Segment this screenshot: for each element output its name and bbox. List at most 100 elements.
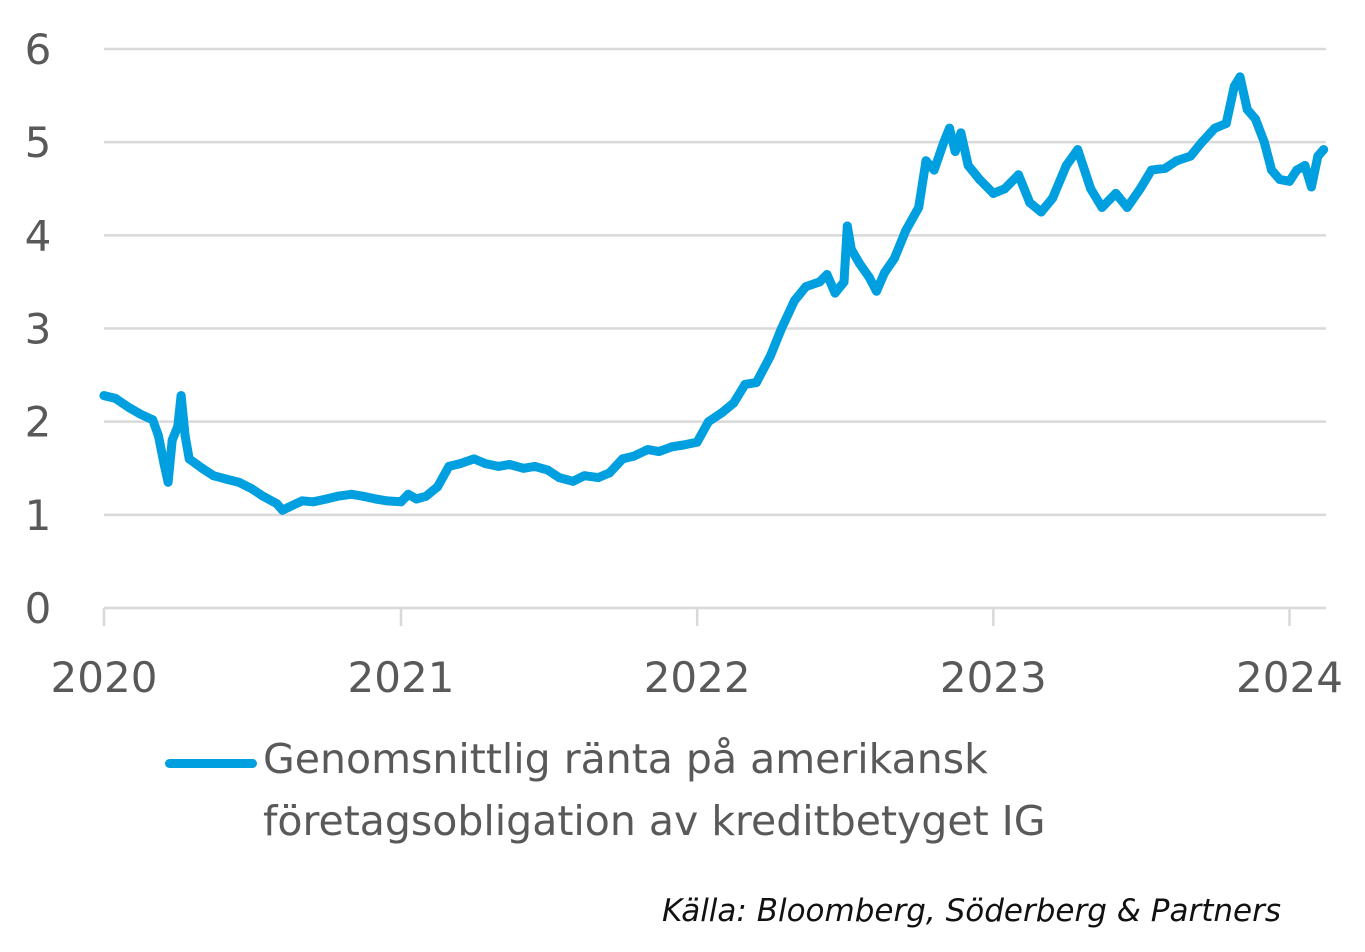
data-point <box>605 468 614 478</box>
data-point <box>382 496 392 506</box>
x-tick-label: 2022 <box>644 653 751 702</box>
data-point <box>519 463 528 473</box>
data-point <box>371 494 381 504</box>
data-point <box>1306 182 1316 192</box>
data-point <box>1275 174 1285 184</box>
data-point <box>854 258 864 268</box>
data-point <box>1147 165 1156 175</box>
x-tick-label: 2020 <box>51 653 158 702</box>
data-point <box>1160 163 1170 173</box>
data-point <box>176 391 186 401</box>
data-point <box>1000 184 1010 194</box>
data-point <box>421 491 431 501</box>
data-point <box>963 161 973 170</box>
data-point <box>136 409 145 419</box>
data-point <box>403 489 413 499</box>
data-point <box>197 463 207 473</box>
data-point <box>347 489 356 499</box>
legend: Genomsnittlig ränta på amerikansk företa… <box>165 728 1163 852</box>
data-point <box>396 497 406 507</box>
y-tick-label: 6 <box>25 25 52 74</box>
data-point <box>618 454 627 464</box>
legend-label: Genomsnittlig ränta på amerikansk företa… <box>263 735 1046 845</box>
data-point <box>1122 202 1132 212</box>
data-point <box>554 473 564 483</box>
data-point <box>153 431 163 441</box>
data-point <box>790 296 799 306</box>
data-point <box>1014 170 1023 180</box>
data-point <box>988 188 998 198</box>
data-point <box>297 496 307 506</box>
data-point <box>1235 72 1245 82</box>
data-point <box>1086 184 1096 194</box>
data-point <box>308 497 318 507</box>
y-tick-label: 0 <box>25 584 52 633</box>
data-point <box>846 244 856 254</box>
data-point <box>1300 161 1310 170</box>
data-point <box>839 277 849 287</box>
x-tick-label: 2021 <box>348 653 455 702</box>
x-axis-ticks <box>102 608 1291 626</box>
data-point <box>579 471 589 481</box>
data-point <box>815 277 825 287</box>
gridlines <box>104 47 1326 517</box>
data-point <box>1111 188 1121 198</box>
data-point <box>321 494 331 504</box>
data-point <box>1186 151 1195 161</box>
data-point <box>1025 198 1035 208</box>
data-point <box>880 268 890 278</box>
data-point <box>629 451 639 461</box>
data-point <box>1036 207 1046 217</box>
data-point <box>654 447 664 456</box>
data-point <box>1048 193 1058 203</box>
data-point <box>110 393 120 403</box>
data-point <box>667 442 677 452</box>
data-point <box>1135 184 1145 194</box>
data-point <box>1313 151 1323 161</box>
chart-area: 0 1 2 3 4 5 6 2020 2021 2022 2023 2024 <box>25 25 1343 702</box>
data-point <box>1221 119 1231 128</box>
data-point <box>444 461 454 471</box>
data-point <box>593 473 603 483</box>
data-point <box>1097 202 1107 212</box>
data-point <box>643 445 653 455</box>
data-point <box>333 491 343 501</box>
y-tick-label: 4 <box>25 211 52 260</box>
data-point <box>1172 156 1182 166</box>
data-point <box>765 351 775 361</box>
data-point <box>842 221 852 231</box>
data-point <box>124 403 134 413</box>
data-point <box>1229 81 1239 91</box>
data-point <box>163 477 173 487</box>
x-tick-label: 2023 <box>940 653 1047 702</box>
x-axis-tick-labels: 2020 2021 2022 2023 2024 <box>51 653 1343 702</box>
data-point <box>272 499 282 509</box>
data-point <box>830 288 840 298</box>
data-point <box>180 431 190 441</box>
data-point <box>480 459 490 469</box>
data-point <box>247 484 257 494</box>
data-point <box>99 391 109 401</box>
y-tick-label: 3 <box>25 305 52 354</box>
source-note: Källa: Bloomberg, Söderberg & Partners <box>661 893 1281 929</box>
data-point <box>729 398 739 408</box>
data-point <box>777 324 786 333</box>
y-tick-label: 1 <box>25 491 52 540</box>
series-points <box>99 72 1329 515</box>
data-point <box>801 282 811 292</box>
data-point <box>872 286 881 296</box>
data-point <box>975 174 984 184</box>
data-point <box>1210 123 1220 133</box>
data-point <box>822 270 832 279</box>
data-point <box>469 454 479 464</box>
data-point <box>258 491 268 501</box>
x-tick-label: 2024 <box>1236 653 1343 702</box>
data-point <box>921 156 931 166</box>
data-point <box>1267 165 1277 175</box>
data-point <box>568 476 578 486</box>
data-point <box>159 459 169 469</box>
data-point <box>1250 114 1260 124</box>
data-point <box>184 454 194 464</box>
data-point <box>493 461 503 471</box>
data-point <box>864 272 874 282</box>
